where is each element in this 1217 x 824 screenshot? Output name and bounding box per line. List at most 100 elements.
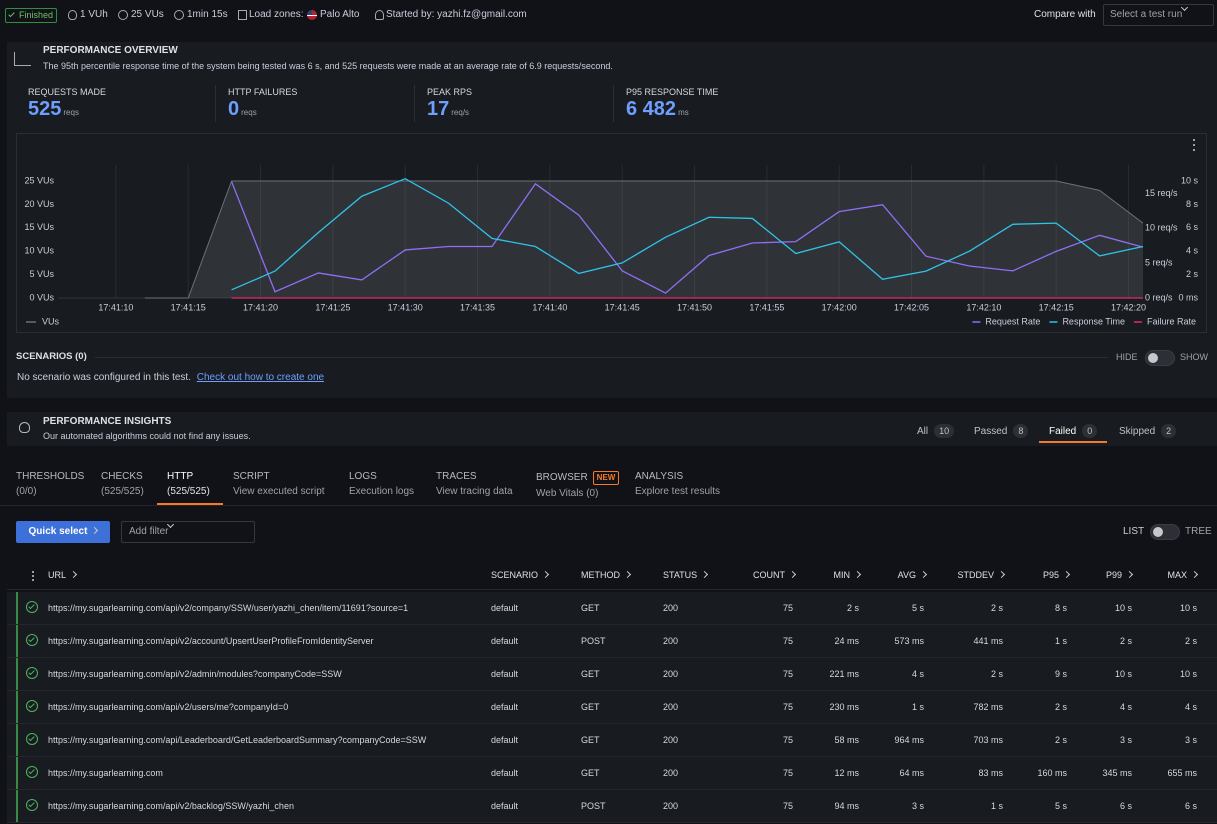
tab-subtitle: Execution logs [349,486,415,497]
column-header[interactable]: P95 [1043,569,1069,581]
icon [375,10,384,20]
scenarios-title: SCENARIOS (0) [16,351,87,362]
table-cell: 964 ms [894,735,924,745]
insight-filter[interactable]: Skipped 2 [1119,424,1177,438]
table-cell: GET [581,603,600,613]
compare-label: Compare with [1034,9,1096,20]
filter-input[interactable]: Add filter [121,521,255,543]
tab[interactable]: TRACES View tracing data [436,471,513,498]
help-link[interactable]: Check out how to create one [196,372,325,383]
tab[interactable]: CHECKS (525/525) [101,471,144,498]
status-icon [26,799,38,811]
table-row[interactable] [7,658,1217,691]
table-row[interactable] [7,625,1217,658]
tab[interactable]: ANALYSIS Explore test results [635,471,720,498]
column-header[interactable]: COUNT [753,569,795,581]
column-header[interactable]: AVG [898,569,926,581]
active-underline [1039,441,1107,443]
stat-label: PEAK RPS [427,87,473,97]
tabs-separator [0,505,1217,506]
table-cell: 3 s [911,801,924,811]
tab-subtitle: (525/525) [167,486,210,497]
tab[interactable]: HTTP (525/525) [167,471,210,498]
table-cell: 4 s [911,669,924,679]
table-cell: https://my.sugarlearning.com/api/v2/back… [48,801,294,811]
table-cell: default [491,768,519,778]
separator [95,357,1108,358]
table-row[interactable] [7,592,1217,625]
row-accent [16,658,18,690]
duration: 1min 15s [187,9,228,20]
column-header[interactable]: MIN [834,569,861,581]
filter-label: Skipped [1119,426,1156,437]
insight-filter[interactable]: All 10 [917,424,955,438]
table-cell: 2 s [1054,702,1067,712]
column-header[interactable]: METHOD [581,569,630,581]
table-cell: 6 s [1119,801,1132,811]
insight-filter[interactable]: Failed 0 [1049,424,1098,438]
icon [118,10,128,20]
table-cell: 1 s [1054,636,1067,646]
icon [174,10,184,20]
table-cell: 10 s [1179,603,1197,613]
column-header[interactable]: SCENARIO [491,569,548,581]
vus: 25 VUs [131,9,164,20]
filter-label: Failed [1049,426,1077,437]
tab[interactable]: SCRIPT View executed script [233,471,325,498]
tab-title: ANALYSIS [635,471,684,482]
table-cell: default [491,603,519,613]
quick-select-button[interactable]: Quick select [16,521,110,543]
insight-filter[interactable]: Passed 8 [974,424,1029,438]
vuh: 1 VUh [80,9,108,20]
divider [215,85,216,122]
load-zone: Palo Alto [320,9,360,20]
table-cell: GET [581,669,600,679]
compare-select[interactable]: Select a test run [1103,4,1214,26]
scenario-toggle[interactable] [1145,350,1175,366]
table-cell: 200 [663,603,679,613]
table-cell: 9 s [1054,669,1067,679]
table-cell: 200 [663,669,679,679]
check-icon [8,10,15,18]
insights-title: PERFORMANCE INSIGHTS [43,416,172,427]
divider [613,85,614,122]
stat-label: REQUESTS MADE [28,87,107,97]
tab[interactable]: LOGS Execution logs [349,471,414,498]
table-cell: 10 s [1114,603,1132,613]
table-cell: 200 [663,768,679,778]
stat-value: 0 reqs [228,98,257,124]
column-header[interactable]: STDDEV [957,569,1004,581]
overview-title: PERFORMANCE OVERVIEW [43,45,178,56]
table-cell: GET [581,702,600,712]
tab[interactable]: BROWSER NEW Web Vitals (0) [536,471,620,500]
stat-number: 0 [228,98,240,120]
list-label: LIST [1123,526,1145,537]
column-header[interactable]: MAX [1167,569,1197,581]
tab[interactable]: THRESHOLDS (0/0) [16,471,84,498]
column-header[interactable]: STATUS [663,569,707,581]
table-cell: 3 s [1184,735,1197,745]
icon [68,10,77,20]
tab-title: BROWSER NEW [536,471,620,485]
table-row[interactable] [7,691,1217,724]
tree-label: TREE [1185,526,1212,537]
table-cell: 2 s [846,603,859,613]
table-cell: 8 s [1054,603,1067,613]
table-cell: 230 ms [829,702,859,712]
table-cell: 345 ms [1102,768,1132,778]
tab-title: TRACES [436,471,477,482]
view-toggle[interactable] [1150,524,1180,540]
table-cell: 10 s [1114,669,1132,679]
table-row[interactable] [7,790,1217,823]
status-text: Finished [19,10,54,20]
column-header[interactable]: P99 [1106,569,1132,581]
table-cell: POST [581,636,606,646]
table-row[interactable] [7,724,1217,757]
insights-subtitle: Our automated algorithms could not find … [43,431,251,441]
tab-subtitle: View tracing data [436,486,513,497]
stat-value: 6 482 ms [626,98,689,124]
status-icon [26,667,38,679]
table-cell: 4 s [1119,702,1132,712]
column-header[interactable]: URL [48,569,76,581]
table-row[interactable] [7,757,1217,790]
